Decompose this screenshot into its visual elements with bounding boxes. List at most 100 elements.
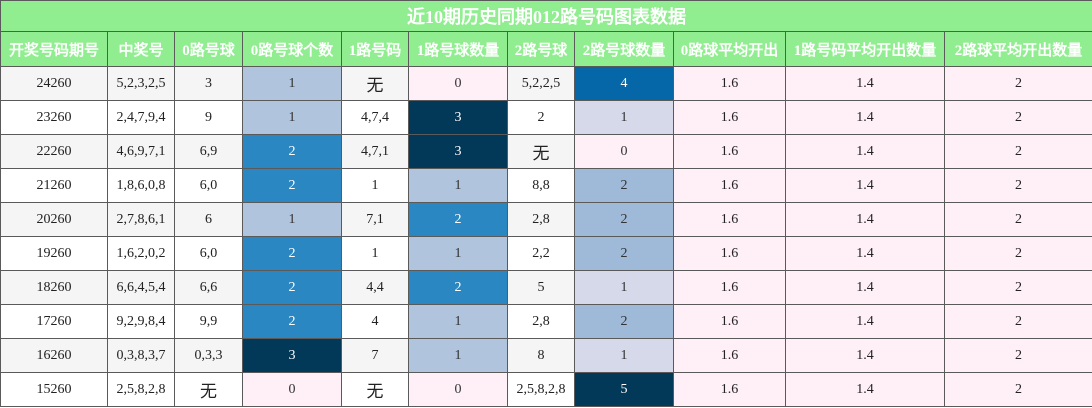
route1-numbers-cell: 4,7,4 xyxy=(341,100,409,135)
route1-count-cell: 1 xyxy=(408,168,508,203)
col-header-route0-balls: 0路号球 xyxy=(174,31,243,67)
numbers-cell: 6,6,4,5,4 xyxy=(107,270,175,305)
route0-count-cell: 1 xyxy=(242,202,342,237)
route0-avg-cell: 1.6 xyxy=(673,202,786,237)
header-row: 开奖号码期号 中奖号 0路号球 0路号球个数 1路号码 1路号球数量 2路号球 … xyxy=(0,31,1092,67)
route0-balls-cell: 6,9 xyxy=(174,134,243,169)
route1-numbers-cell: 4,7,1 xyxy=(341,134,409,169)
numbers-cell: 4,6,9,7,1 xyxy=(107,134,175,169)
route1-avg-cell: 1.4 xyxy=(785,304,945,339)
route0-avg-cell: 1.6 xyxy=(673,66,786,101)
period-cell: 22260 xyxy=(0,134,108,169)
numbers-cell: 2,7,8,6,1 xyxy=(107,202,175,237)
route2-avg-cell: 2 xyxy=(943,134,1092,169)
route0-count-cell: 2 xyxy=(242,270,342,305)
table-row: 23260 2,4,7,9,4 9 1 4,7,4 3 2 1 1.6 1.4 2 xyxy=(0,100,1092,135)
route0-count-cell: 2 xyxy=(242,236,342,271)
route1-numbers-cell: 1 xyxy=(341,168,409,203)
route2-count-cell: 2 xyxy=(574,236,674,271)
route0-avg-cell: 1.6 xyxy=(673,304,786,339)
numbers-cell: 0,3,8,3,7 xyxy=(107,338,175,373)
route0-count-cell: 1 xyxy=(242,66,342,101)
route1-count-cell: 0 xyxy=(408,372,508,407)
route0-balls-cell: 0,3,3 xyxy=(174,338,243,373)
route0-balls-cell: 6,6 xyxy=(174,270,243,305)
route1-numbers-cell: 7 xyxy=(341,338,409,373)
route0-balls-cell: 3 xyxy=(174,66,243,101)
route0-count-cell: 2 xyxy=(242,168,342,203)
col-header-route1-count: 1路号球数量 xyxy=(408,31,508,67)
route2-balls-cell: 8 xyxy=(507,338,575,373)
period-cell: 17260 xyxy=(0,304,108,339)
col-header-period: 开奖号码期号 xyxy=(0,31,108,67)
route2-avg-cell: 2 xyxy=(943,202,1092,237)
route2-balls-cell: 8,8 xyxy=(507,168,575,203)
route1-count-cell: 3 xyxy=(408,134,508,169)
route2-avg-cell: 2 xyxy=(943,372,1092,407)
route2-balls-cell: 2,2 xyxy=(507,236,575,271)
route2-count-cell: 0 xyxy=(574,134,674,169)
route1-avg-cell: 1.4 xyxy=(785,338,945,373)
period-cell: 24260 xyxy=(0,66,108,101)
route0-count-cell: 2 xyxy=(242,304,342,339)
route1-numbers-cell: 7,1 xyxy=(341,202,409,237)
table-row: 18260 6,6,4,5,4 6,6 2 4,4 2 5 1 1.6 1.4 2 xyxy=(0,270,1092,305)
col-header-numbers: 中奖号 xyxy=(107,31,175,67)
route1-count-cell: 2 xyxy=(408,270,508,305)
route1-avg-cell: 1.4 xyxy=(785,372,945,407)
route2-count-cell: 5 xyxy=(574,372,674,407)
route2-balls-cell: 2,8 xyxy=(507,304,575,339)
route0-balls-cell: 无 xyxy=(174,372,243,407)
route1-count-cell: 1 xyxy=(408,304,508,339)
col-header-route2-balls: 2路号球 xyxy=(507,31,575,67)
route1-avg-cell: 1.4 xyxy=(785,236,945,271)
route2-count-cell: 1 xyxy=(574,100,674,135)
col-header-route0-avg: 0路球平均开出 xyxy=(673,31,786,67)
table-title: 近10期历史同期012路号码图表数据 xyxy=(0,0,1092,32)
route0-avg-cell: 1.6 xyxy=(673,270,786,305)
route1-numbers-cell: 无 xyxy=(341,66,409,101)
route2-avg-cell: 2 xyxy=(943,304,1092,339)
route0-avg-cell: 1.6 xyxy=(673,134,786,169)
route2-avg-cell: 2 xyxy=(943,270,1092,305)
route2-count-cell: 2 xyxy=(574,304,674,339)
route0-count-cell: 1 xyxy=(242,100,342,135)
period-cell: 23260 xyxy=(0,100,108,135)
table-row: 15260 2,5,8,2,8 无 0 无 0 2,5,8,2,8 5 1.6 1.4 2 xyxy=(0,372,1092,407)
route1-avg-cell: 1.4 xyxy=(785,202,945,237)
route0-count-cell: 2 xyxy=(242,134,342,169)
route1-numbers-cell: 4,4 xyxy=(341,270,409,305)
numbers-cell: 9,2,9,8,4 xyxy=(107,304,175,339)
route2-count-cell: 1 xyxy=(574,270,674,305)
table-row: 24260 5,2,3,2,5 3 1 无 0 5,2,2,5 4 1.6 1.4 2 xyxy=(0,66,1092,101)
route1-avg-cell: 1.4 xyxy=(785,134,945,169)
route0-count-cell: 0 xyxy=(242,372,342,407)
route2-balls-cell: 无 xyxy=(507,134,575,169)
route0-balls-cell: 6,0 xyxy=(174,236,243,271)
route0-balls-cell: 6 xyxy=(174,202,243,237)
route2-avg-cell: 2 xyxy=(943,338,1092,373)
route1-avg-cell: 1.4 xyxy=(785,100,945,135)
route1-numbers-cell: 无 xyxy=(341,372,409,407)
route0-avg-cell: 1.6 xyxy=(673,372,786,407)
route2-balls-cell: 5,2,2,5 xyxy=(507,66,575,101)
col-header-route1-avg: 1路号码平均开出数量 xyxy=(785,31,945,67)
route2-balls-cell: 5 xyxy=(507,270,575,305)
table-row: 21260 1,8,6,0,8 6,0 2 1 1 8,8 2 1.6 1.4 2 xyxy=(0,168,1092,203)
route2-avg-cell: 2 xyxy=(943,168,1092,203)
period-cell: 20260 xyxy=(0,202,108,237)
numbers-cell: 2,4,7,9,4 xyxy=(107,100,175,135)
col-header-route1-numbers: 1路号码 xyxy=(341,31,409,67)
route0-balls-cell: 6,0 xyxy=(174,168,243,203)
table-row: 20260 2,7,8,6,1 6 1 7,1 2 2,8 2 1.6 1.4 2 xyxy=(0,202,1092,237)
numbers-cell: 5,2,3,2,5 xyxy=(107,66,175,101)
route1-count-cell: 1 xyxy=(408,236,508,271)
route1-avg-cell: 1.4 xyxy=(785,66,945,101)
col-header-route0-count: 0路号球个数 xyxy=(242,31,342,67)
route0-avg-cell: 1.6 xyxy=(673,338,786,373)
table-row: 16260 0,3,8,3,7 0,3,3 3 7 1 8 1 1.6 1.4 2 xyxy=(0,338,1092,373)
table-row: 22260 4,6,9,7,1 6,9 2 4,7,1 3 无 0 1.6 1.4 2 xyxy=(0,134,1092,169)
numbers-cell: 1,8,6,0,8 xyxy=(107,168,175,203)
route2-avg-cell: 2 xyxy=(943,236,1092,271)
